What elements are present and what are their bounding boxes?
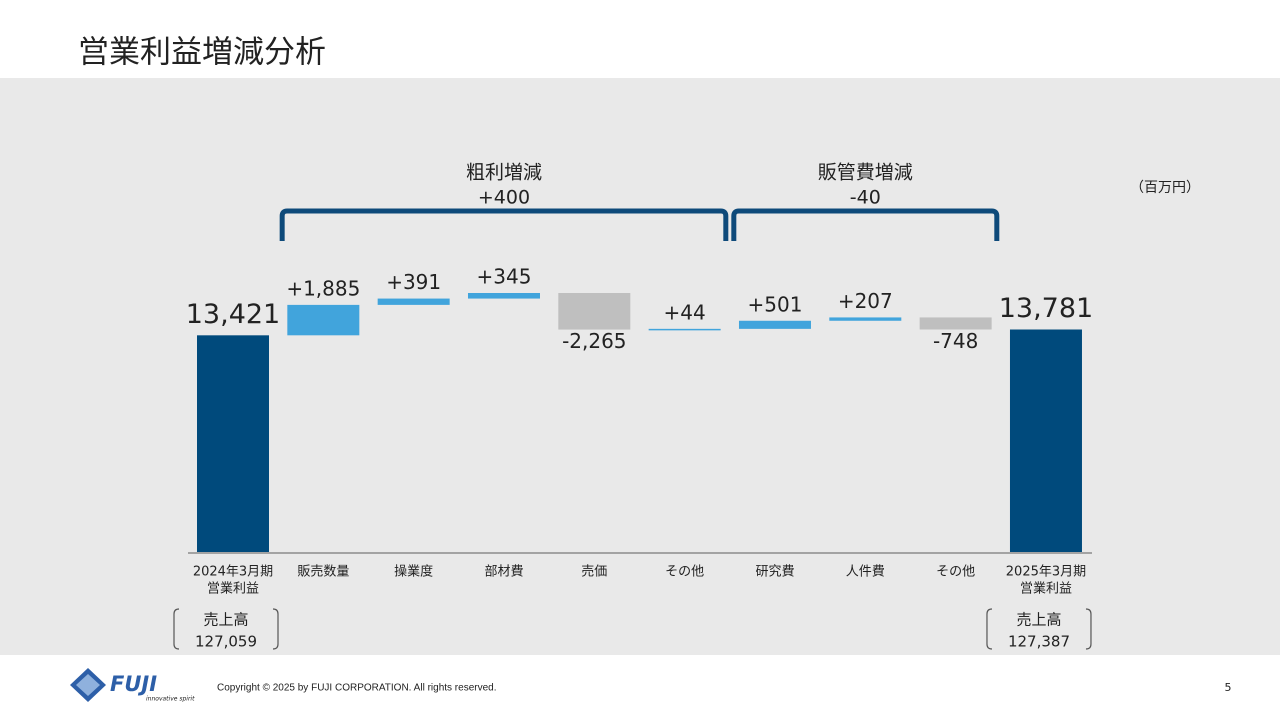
bar xyxy=(648,328,721,331)
bar xyxy=(558,293,631,330)
page-number: 5 xyxy=(1225,681,1232,694)
category-label: 人件費 xyxy=(846,565,885,580)
value-label: -748 xyxy=(933,329,978,353)
category-label: 売価 xyxy=(581,564,607,580)
group-value: +400 xyxy=(478,187,530,209)
sales-bracket-left xyxy=(986,608,993,650)
bar xyxy=(467,293,540,299)
bar xyxy=(287,304,360,336)
bar xyxy=(738,320,811,329)
sales-amount: 127,059 xyxy=(195,633,257,651)
sales-bracket-right xyxy=(1085,608,1092,650)
bar xyxy=(829,317,902,321)
group-title: 粗利増減 xyxy=(466,162,542,184)
logo-text: FUJI xyxy=(110,672,157,696)
slide-title: 営業利益増減分析 xyxy=(78,35,326,71)
total-label: 13,781 xyxy=(999,293,1093,324)
sales-label: 売上高 xyxy=(203,611,248,629)
group-bracket xyxy=(731,208,1000,241)
category-label: その他 xyxy=(665,565,704,580)
logo: FUJI innovative spirit xyxy=(70,668,195,703)
value-label: +44 xyxy=(664,300,706,324)
copyright: Copyright © 2025 by FUJI CORPORATION. Al… xyxy=(217,683,497,694)
sales-bracket-left xyxy=(173,608,180,650)
category-label: 2025年3月期 xyxy=(1006,565,1086,580)
value-label: +391 xyxy=(386,270,441,294)
category-label: 2024年3月期 xyxy=(193,565,273,580)
sales-amount: 127,387 xyxy=(1008,633,1070,651)
logo-mark-inner xyxy=(76,674,100,696)
bar xyxy=(377,298,450,305)
logo-tagline: innovative spirit xyxy=(146,696,195,703)
category-label: 営業利益 xyxy=(207,581,259,597)
category-label: 販売数量 xyxy=(297,564,349,580)
value-label: -2,265 xyxy=(562,329,626,353)
bar xyxy=(1009,329,1082,552)
category-label: 営業利益 xyxy=(1020,581,1072,597)
value-label: +207 xyxy=(838,289,893,313)
bar xyxy=(197,335,269,552)
category-label: 研究費 xyxy=(755,565,794,580)
value-label: +345 xyxy=(477,265,532,289)
category-label: 操業度 xyxy=(394,564,433,580)
category-label: 部材費 xyxy=(484,565,523,580)
total-label: 13,421 xyxy=(186,299,280,330)
bar xyxy=(919,317,992,330)
sales-label: 売上高 xyxy=(1016,611,1061,629)
value-label: +1,885 xyxy=(286,276,360,300)
group-title: 販管費増減 xyxy=(818,162,913,184)
value-label: +501 xyxy=(748,292,803,316)
unit-label: （百万円） xyxy=(1130,180,1200,196)
category-label: その他 xyxy=(936,565,975,580)
group-bracket xyxy=(279,208,729,241)
sales-bracket-right xyxy=(272,608,279,650)
group-value: -40 xyxy=(850,187,881,209)
